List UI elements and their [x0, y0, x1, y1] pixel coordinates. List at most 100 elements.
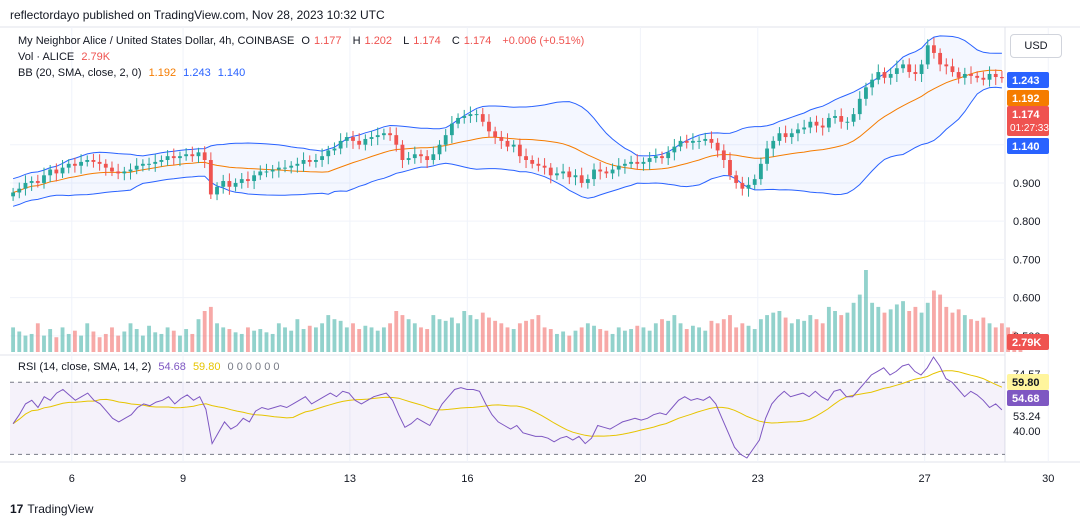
volume-bar	[548, 329, 553, 352]
candle-body	[443, 135, 448, 145]
volume-bar	[641, 327, 646, 352]
volume-bar	[517, 323, 522, 352]
volume-bar	[400, 315, 405, 352]
rsi-tick-40: 40.00	[1013, 426, 1041, 438]
candle-body	[128, 169, 133, 172]
volume-bar	[301, 329, 306, 352]
legend-open: 1.177	[313, 35, 342, 47]
volume-bar	[357, 329, 362, 352]
volume-bar	[697, 327, 701, 352]
candle-body	[548, 167, 553, 176]
price-pane	[11, 35, 1004, 207]
volume-bar	[443, 320, 448, 352]
volume-bar	[740, 323, 745, 352]
volume-bar	[907, 311, 912, 352]
candle-body	[505, 140, 510, 147]
candle-body	[623, 163, 627, 166]
candle-body	[165, 156, 170, 160]
candle-body	[709, 138, 714, 143]
volume-bar	[561, 331, 566, 352]
volume-bar	[870, 302, 875, 352]
price-badges: 1.243 1.192 1.174 01:27:33 1.140 2.79K 59.80 54…	[1007, 72, 1049, 406]
candle-body	[944, 64, 949, 67]
candle-body	[221, 181, 226, 187]
candle-body	[901, 64, 905, 69]
volume-bar	[734, 327, 739, 352]
candle-body	[400, 144, 405, 160]
volume-bar	[159, 333, 164, 352]
legend-volume-label[interactable]: Vol · ALICE	[18, 51, 75, 63]
badge-rsi-ma: 59.80	[1012, 377, 1040, 389]
candle-body	[610, 169, 615, 174]
candle-body	[678, 140, 683, 147]
candle-body	[802, 127, 807, 130]
volume-bar	[66, 333, 71, 352]
candle-body	[938, 52, 943, 65]
candle-body	[542, 165, 547, 168]
volume-bar	[771, 312, 776, 352]
candle-body	[530, 160, 535, 164]
volume-bar	[629, 329, 634, 352]
candle-body	[666, 152, 671, 159]
candle-body	[42, 175, 46, 183]
volume-bar	[802, 320, 807, 352]
candle-body	[264, 171, 269, 173]
legend-bb-label[interactable]: BB (20, SMA, close, 2, 0)	[18, 67, 142, 79]
candle-body	[826, 117, 831, 128]
volume-bar	[950, 312, 955, 352]
candle-body	[987, 73, 992, 80]
candle-body	[208, 160, 213, 195]
rsi-tick-53: 53.24	[1013, 411, 1041, 423]
candle-body	[23, 182, 28, 189]
legend-change: +0.006 (+0.51%)	[502, 35, 585, 47]
volume-bar	[758, 319, 763, 352]
volume-bar	[425, 329, 430, 352]
volume-bar	[48, 329, 53, 352]
legend-rsi-ma: 59.80	[192, 361, 221, 373]
currency-button[interactable]: USD	[1010, 34, 1062, 58]
candle-body	[752, 179, 757, 185]
volume-bar	[122, 331, 127, 352]
volume-bar	[690, 325, 695, 352]
volume-bar	[660, 319, 664, 352]
candle-body	[116, 171, 121, 174]
volume-bar	[351, 323, 355, 352]
volume-bar	[987, 323, 992, 352]
legend-close: 1.174	[463, 35, 492, 47]
candle-body	[857, 98, 862, 115]
volume-bar	[894, 304, 899, 352]
volume-bar	[969, 319, 973, 352]
volume-bar	[60, 327, 65, 352]
candle-body	[412, 154, 417, 159]
volume-bar	[672, 315, 677, 352]
badge-bb-upper-bg	[1007, 72, 1049, 88]
volume-bar	[851, 302, 856, 352]
candle-body	[159, 160, 164, 162]
candle-body	[202, 152, 207, 160]
candle-body	[122, 171, 127, 174]
volume-bar	[975, 320, 980, 352]
volume-bar	[388, 323, 392, 352]
volume-bar	[956, 309, 961, 352]
candle-body	[153, 161, 158, 164]
legend-rsi-label[interactable]: RSI (14, close, SMA, 14, 2)	[18, 361, 152, 373]
time-tick-label: 20	[634, 473, 646, 485]
volume-bar	[932, 290, 936, 352]
volume-bar	[573, 330, 578, 352]
candle-body	[894, 68, 899, 74]
candle-body	[332, 148, 337, 151]
volume-bar	[647, 330, 652, 352]
candle-body	[11, 192, 16, 197]
volume-bar	[276, 323, 281, 352]
candle-body	[314, 160, 318, 162]
volume-bar	[962, 315, 967, 352]
candle-body	[616, 165, 621, 170]
legend-o-label: O	[301, 35, 310, 47]
legend-symbol[interactable]: My Neighbor Alice / United States Dollar…	[18, 35, 295, 47]
candle-body	[561, 171, 566, 174]
volume-bar	[344, 327, 349, 352]
volume-bar	[215, 323, 219, 352]
legend-volume-value: 2.79K	[81, 51, 111, 63]
volume-bar	[765, 315, 769, 352]
